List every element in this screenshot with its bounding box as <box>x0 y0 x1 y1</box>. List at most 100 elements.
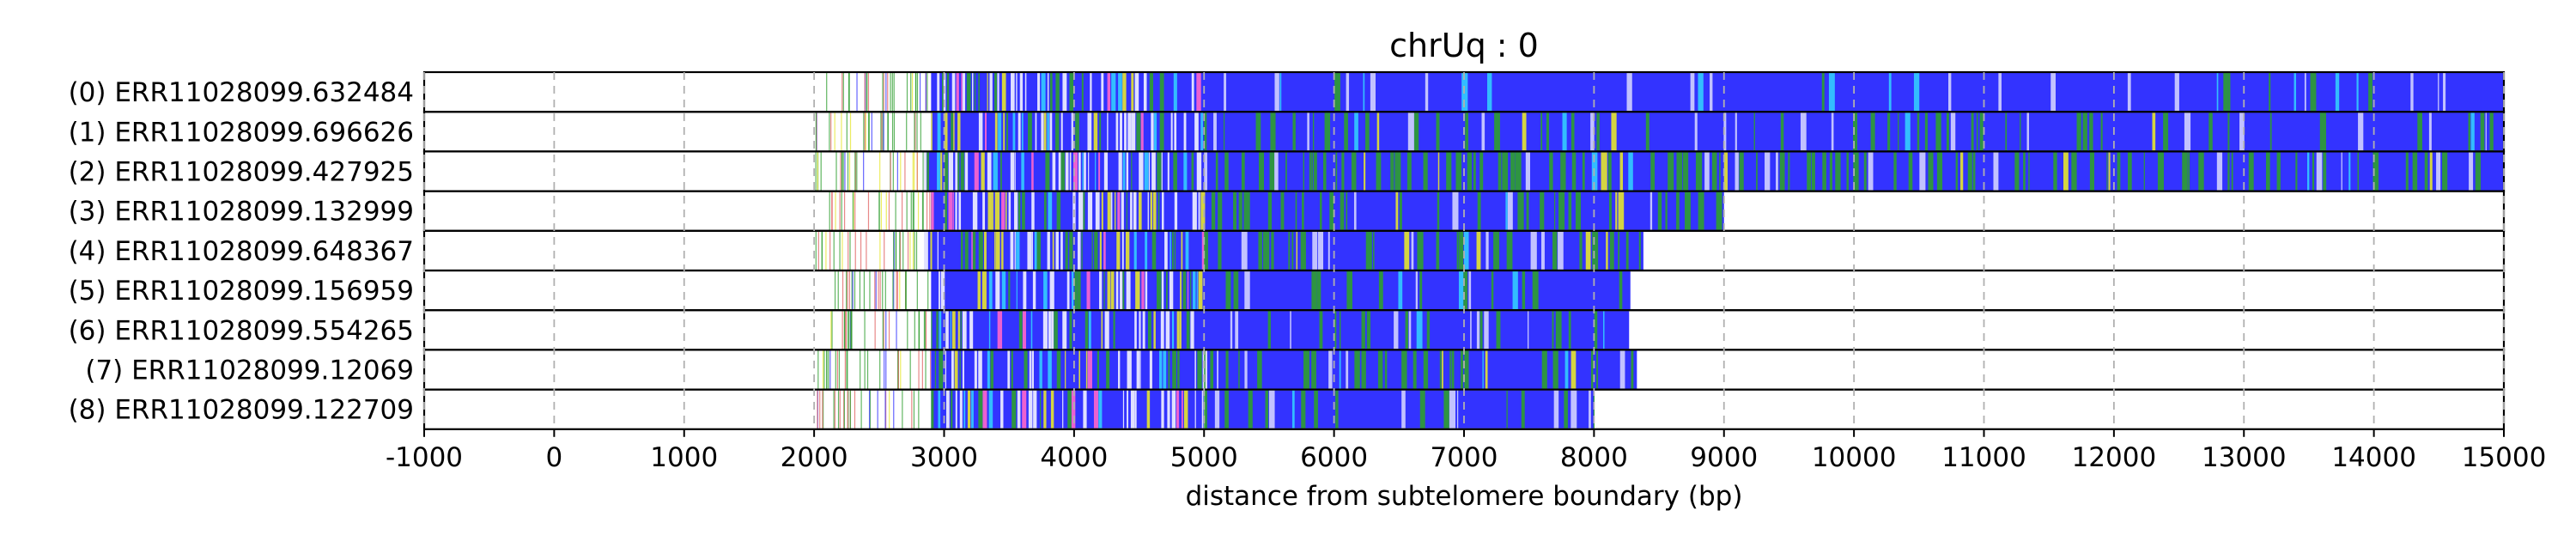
read-label: (7) ERR11028099.12069 <box>85 356 414 386</box>
read-segment <box>843 390 845 429</box>
read-segment <box>1449 390 1455 429</box>
read-segment <box>1244 271 1250 310</box>
read-segment <box>849 390 852 429</box>
read-segment <box>882 271 884 310</box>
read-segment <box>1003 112 1005 151</box>
read-segment <box>1010 152 1015 191</box>
read-segment <box>1291 231 1294 270</box>
read-segment <box>955 152 958 191</box>
read-segment <box>1125 231 1130 270</box>
read-segment <box>1134 73 1139 112</box>
read-segment <box>1171 231 1174 270</box>
read-segment <box>1069 73 1074 112</box>
read-segment <box>1257 350 1262 389</box>
read-segment <box>854 271 856 310</box>
read-segment <box>1406 152 1412 191</box>
read-segment <box>900 152 902 191</box>
read-segment <box>946 73 950 112</box>
read-segment <box>1417 231 1424 270</box>
read-segment <box>925 350 927 389</box>
read-segment <box>988 271 993 310</box>
x-tick-label: 11000 <box>1941 442 2026 473</box>
read-segment <box>897 350 899 389</box>
read-segment <box>1607 152 1612 191</box>
x-axis: -1000 0 1000 2000 3000 4000 5000 6000 7000 8000 90… <box>386 429 2546 473</box>
read-segment <box>1451 350 1455 389</box>
read-segment <box>2469 152 2474 191</box>
read-segment <box>1458 231 1464 270</box>
read-segment <box>1031 152 1034 191</box>
read-segment <box>910 73 912 112</box>
read-segment <box>1314 152 1317 191</box>
read-segment <box>854 152 857 191</box>
read-segment <box>2227 73 2231 112</box>
read-segment <box>916 112 918 151</box>
read-segment <box>1110 191 1113 230</box>
read-segment <box>1134 390 1137 429</box>
read-segment <box>1723 112 1727 151</box>
read-segment <box>1093 390 1099 429</box>
read-segment <box>874 311 876 350</box>
read-segment <box>917 191 920 230</box>
read-segment <box>1142 311 1145 350</box>
read-segment <box>1328 350 1333 389</box>
read-segment <box>1323 152 1327 191</box>
read-segment <box>1126 152 1129 191</box>
read-segment <box>1028 390 1033 429</box>
read-segment <box>1267 191 1273 230</box>
read-segment <box>948 191 953 230</box>
read-segment <box>1319 191 1322 230</box>
read-segment <box>1062 73 1067 112</box>
read-segment <box>1121 231 1124 270</box>
read-segment <box>1098 152 1101 191</box>
read-segment <box>884 271 886 310</box>
read-segment <box>2005 112 2008 151</box>
read-segment <box>1176 311 1180 350</box>
read-segment <box>1060 231 1063 270</box>
read-segment <box>906 191 908 230</box>
read-segment <box>1494 112 1500 151</box>
read-segment <box>1526 191 1529 230</box>
read-segment <box>993 152 998 191</box>
read-segment <box>955 191 957 230</box>
read-segment <box>1213 112 1217 151</box>
read-segment <box>1193 271 1196 310</box>
read-segment <box>1062 390 1064 429</box>
read-segment <box>995 271 1000 310</box>
read-segment <box>856 152 858 191</box>
read-segment <box>1829 152 1832 191</box>
read-segment <box>1776 152 1778 191</box>
read-segment <box>1716 191 1722 230</box>
x-tick-label: -1000 <box>386 442 463 473</box>
read-segment <box>2108 152 2111 191</box>
read-segment <box>904 152 906 191</box>
read-segment <box>960 231 963 270</box>
read-segment <box>1384 350 1388 389</box>
read-segment <box>1473 152 1476 191</box>
read-segment <box>1161 152 1163 191</box>
read-segment <box>1127 350 1132 389</box>
read-segment <box>1619 350 1625 389</box>
read-segment <box>1087 112 1092 151</box>
read-segment <box>843 191 846 230</box>
read-segment <box>1568 311 1571 350</box>
read-segment <box>1018 112 1021 151</box>
read-segment <box>962 73 966 112</box>
read-segment <box>866 350 869 389</box>
read-segment <box>1091 231 1093 270</box>
read-segment <box>1270 112 1276 151</box>
read-segment <box>841 152 843 191</box>
read-segment <box>2470 112 2475 151</box>
read-segment <box>1238 191 1242 230</box>
read-segment <box>893 73 895 112</box>
read-segment <box>1039 350 1042 389</box>
read-segment <box>1161 271 1164 310</box>
read-segment <box>1258 231 1262 270</box>
read-segment <box>830 311 832 350</box>
read-segment <box>833 231 835 270</box>
read-segment <box>1449 350 1451 389</box>
read-segment <box>1157 271 1162 310</box>
read-segment <box>1118 350 1121 389</box>
read-segment <box>1074 271 1077 310</box>
read-segment <box>1456 390 1459 429</box>
